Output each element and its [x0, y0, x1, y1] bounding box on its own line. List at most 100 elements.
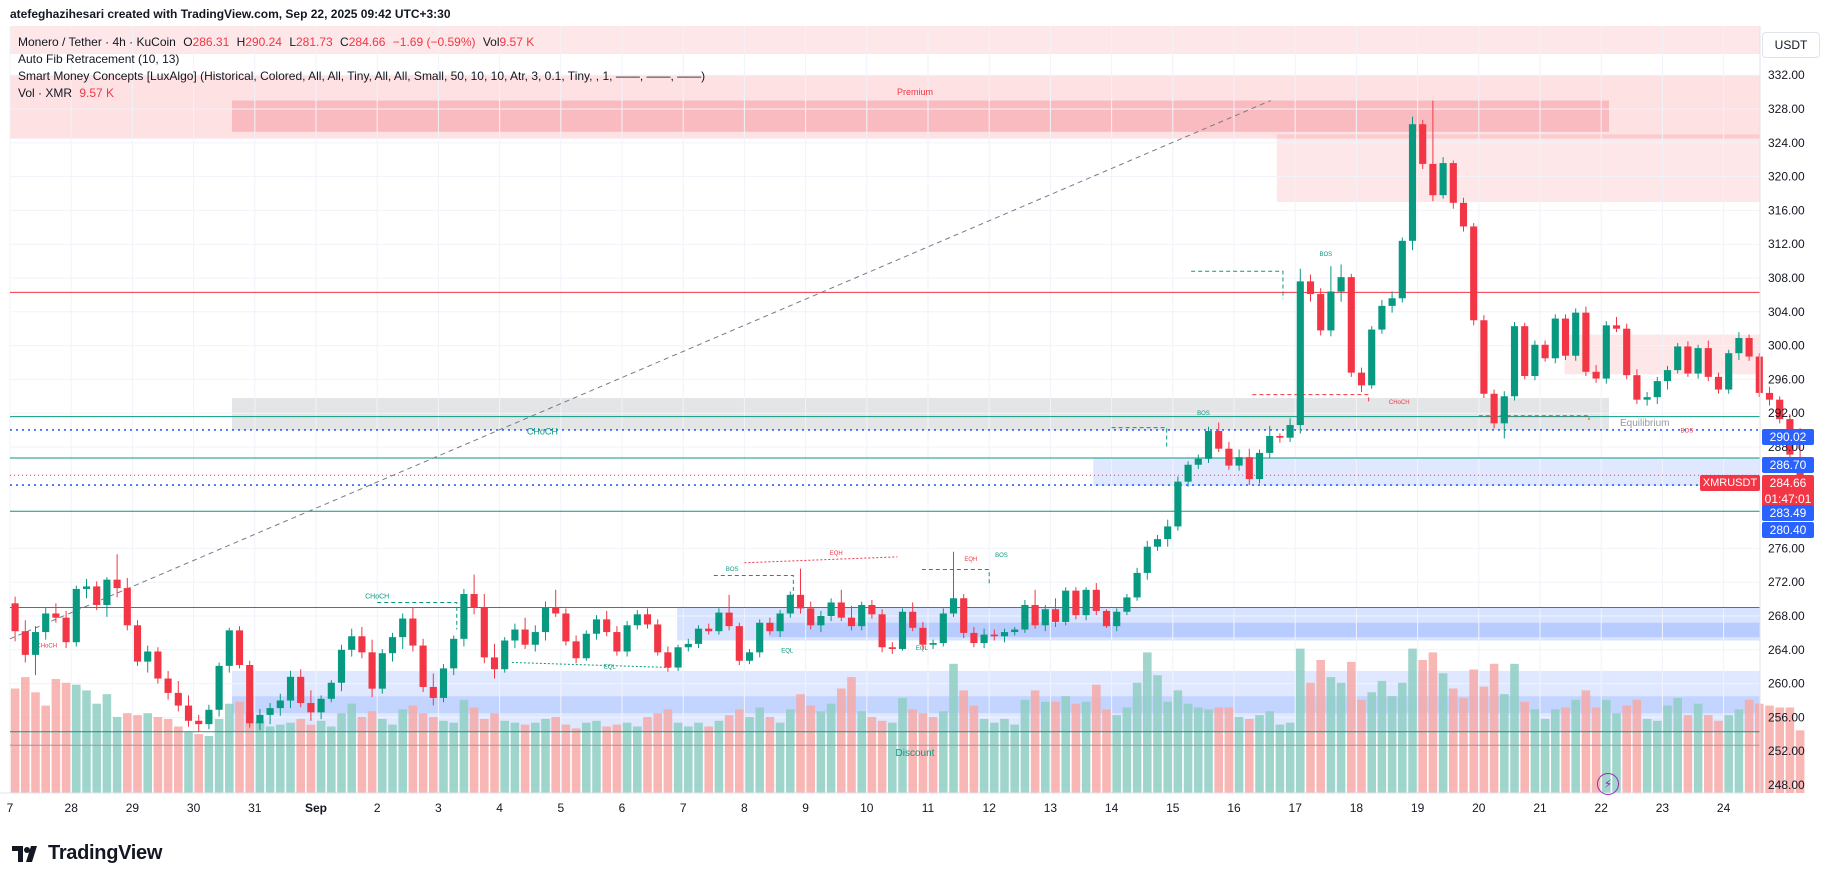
candle-body	[235, 630, 244, 666]
demand-zone-mid	[677, 607, 1760, 641]
premium-zone	[10, 75, 1760, 139]
volume-bar	[296, 718, 305, 793]
candle-body	[184, 705, 193, 721]
volume-bar	[755, 707, 764, 793]
volume-bar	[949, 663, 958, 793]
volume-bar	[765, 717, 775, 793]
volume-bar	[837, 688, 846, 793]
volume-bar	[133, 715, 142, 793]
candle-body	[776, 613, 784, 632]
bar-countdown: 01:47:01	[1764, 492, 1812, 506]
x-tick-label: 17	[1289, 801, 1303, 815]
close-value: 284.66	[348, 35, 386, 49]
currency-button[interactable]: USDT	[1762, 32, 1820, 58]
candle-body	[72, 588, 80, 643]
y-tick-label: 332.00	[1768, 68, 1805, 82]
candle-body	[1480, 320, 1488, 394]
y-tick-label: 316.00	[1768, 203, 1805, 217]
volume-bar	[908, 709, 917, 793]
volume-bar	[1551, 709, 1560, 793]
volume-bar	[286, 722, 295, 793]
candle-body	[1531, 344, 1539, 377]
volume-bar	[551, 717, 560, 793]
volume-bar	[735, 709, 744, 793]
candle-body	[144, 651, 152, 662]
smc-label: EQH	[830, 551, 843, 557]
candle-body	[858, 605, 866, 627]
volume-bar	[174, 726, 183, 793]
candle-body	[1123, 597, 1131, 612]
candle-body	[603, 619, 611, 633]
lightning-icon[interactable]: ⚡	[1597, 773, 1619, 795]
candle-body	[847, 617, 856, 627]
volume-bar	[1724, 715, 1733, 793]
tradingview-brand[interactable]: TradingView	[12, 842, 162, 865]
eql-line	[511, 661, 671, 669]
indicator-fib[interactable]: Auto Fib Retracement (10, 13)	[18, 52, 179, 66]
candle-body	[1337, 277, 1345, 292]
volume-bar	[1602, 699, 1611, 793]
y-tick-label: 260.00	[1768, 677, 1805, 691]
x-tick-label: 31	[248, 801, 262, 815]
candle-body	[1368, 329, 1376, 386]
candle-body	[1500, 396, 1508, 424]
candle-body	[1255, 452, 1264, 480]
volume-bar	[816, 711, 826, 793]
y-tick-label: 312.00	[1768, 237, 1805, 251]
volume-bar	[1020, 699, 1030, 793]
candle-body	[796, 594, 805, 609]
candle-body	[1153, 539, 1162, 547]
candle-body	[256, 714, 264, 724]
indicator-smc[interactable]: Smart Money Concepts [LuxAlgo] (Historic…	[18, 69, 705, 83]
candle-body	[1000, 632, 1009, 637]
change-value: −1.69 (−0.59%)	[392, 35, 476, 49]
x-tick-label: 29	[126, 801, 140, 815]
volume-bar	[1347, 661, 1356, 793]
candle-body	[409, 618, 417, 646]
volume-bar	[143, 713, 152, 793]
candle-body	[31, 632, 40, 655]
volume-bar	[490, 713, 499, 793]
low-label: L	[289, 35, 296, 49]
volume-bar	[1489, 663, 1499, 793]
volume-bar	[184, 732, 193, 793]
indicator-volume[interactable]: Vol · XMR 9.57 K	[18, 86, 114, 100]
volume-bar	[867, 717, 877, 793]
candle-body	[103, 579, 111, 606]
volume-bar	[643, 717, 652, 793]
volume-bar	[918, 713, 928, 793]
candle-body	[878, 614, 886, 648]
volume-bar	[990, 722, 999, 793]
candle-body	[705, 628, 713, 632]
candle-body	[154, 651, 162, 679]
candle-body	[174, 692, 182, 706]
candle-body	[266, 708, 274, 715]
candle-body	[1286, 425, 1294, 438]
candle-body	[164, 678, 172, 693]
volume-bar	[61, 682, 71, 793]
ohlc-legend[interactable]: Monero / Tether · 4h · KuCoin O286.31 H2…	[18, 35, 534, 49]
indicator-smc-label: Smart Money Concepts [LuxAlgo] (Historic…	[18, 69, 706, 83]
candle-body	[1062, 590, 1070, 622]
y-tick-label: 276.00	[1768, 541, 1805, 555]
volume-bar	[1296, 648, 1305, 793]
x-tick-label: 22	[1595, 801, 1609, 815]
candle-body	[1245, 457, 1253, 480]
candle-body	[1776, 399, 1784, 420]
candle-body	[1011, 629, 1019, 633]
x-tick-label: 23	[1656, 801, 1670, 815]
candle-body	[1113, 611, 1121, 627]
volume-bar	[622, 722, 632, 793]
volume-bar	[704, 726, 713, 793]
volume-bar	[826, 703, 836, 793]
candle-body	[970, 632, 978, 644]
price-label-2835: 283.49	[1762, 505, 1814, 521]
volume-bar	[1469, 669, 1478, 793]
volume-bar	[1428, 652, 1438, 793]
volume-bar	[1581, 690, 1591, 793]
y-tick-label: 256.00	[1768, 710, 1805, 724]
x-tick-label: Sep	[305, 801, 327, 815]
volume-bar	[1714, 720, 1723, 793]
y-tick-label: 264.00	[1768, 643, 1805, 657]
